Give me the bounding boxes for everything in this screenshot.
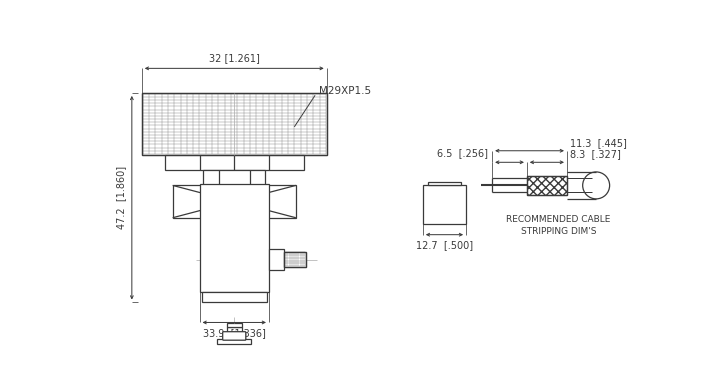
Bar <box>217 339 251 344</box>
Bar <box>527 176 567 195</box>
Bar <box>223 332 245 339</box>
Bar <box>142 93 327 154</box>
Text: 12.7  [.500]: 12.7 [.500] <box>416 240 473 250</box>
Bar <box>202 292 266 302</box>
Bar <box>428 182 462 185</box>
Bar <box>527 176 567 195</box>
Text: 32 [1.261]: 32 [1.261] <box>209 53 260 63</box>
FancyBboxPatch shape <box>222 332 246 340</box>
Bar <box>173 185 296 218</box>
Text: 8.3  [.327]: 8.3 [.327] <box>570 149 621 159</box>
Text: 6.5  [.256]: 6.5 [.256] <box>437 149 488 158</box>
Bar <box>227 327 242 332</box>
Bar <box>284 252 306 267</box>
Text: RECOMMENDED CABLE
STRIPPING DIM'S: RECOMMENDED CABLE STRIPPING DIM'S <box>506 215 611 236</box>
Bar <box>204 170 265 185</box>
Text: 47.2  [1.860]: 47.2 [1.860] <box>117 166 127 229</box>
Bar <box>269 248 284 270</box>
Bar <box>227 323 242 327</box>
Bar <box>199 184 269 292</box>
Bar <box>165 154 304 170</box>
Text: 11.3  [.445]: 11.3 [.445] <box>570 138 627 148</box>
Text: M29XP1.5: M29XP1.5 <box>319 87 371 96</box>
Text: 33.9  [1.336]: 33.9 [1.336] <box>203 328 266 338</box>
Bar <box>284 252 306 267</box>
Bar <box>423 185 466 224</box>
Bar <box>142 93 327 154</box>
